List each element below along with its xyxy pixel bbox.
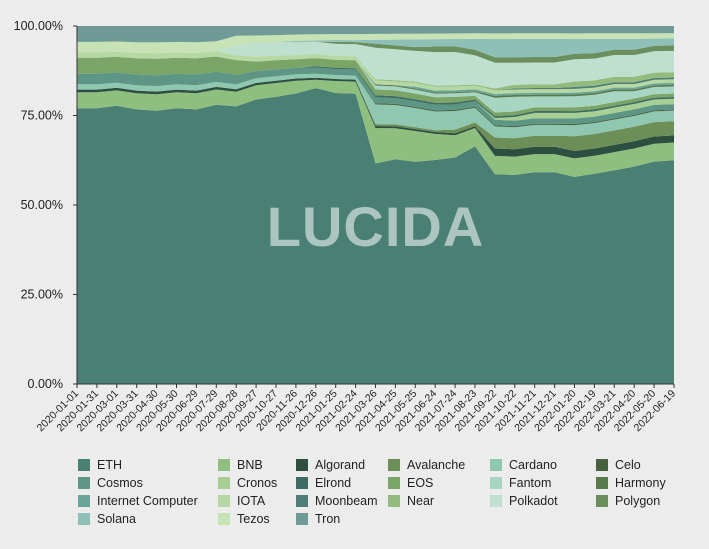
legend-label: Near: [407, 494, 435, 508]
legend-swatch: [78, 513, 90, 525]
legend-label: Harmony: [615, 476, 666, 490]
legend-label: Tezos: [237, 512, 270, 526]
area-series-bnb: [77, 79, 674, 177]
legend-label: Moonbeam: [315, 494, 378, 508]
legend-label: Elrond: [315, 476, 352, 490]
legend-label: Avalanche: [407, 458, 466, 472]
legend-item-fantom: Fantom: [490, 476, 551, 490]
y-tick-label: 100.00%: [14, 19, 63, 33]
legend-swatch: [296, 513, 308, 525]
legend-item-polkadot: Polkadot: [490, 494, 558, 508]
legend-label: BNB: [237, 458, 263, 472]
legend-label: Internet Computer: [97, 494, 198, 508]
legend-item-algorand: Algorand: [296, 458, 365, 472]
legend-swatch: [78, 459, 90, 471]
legend-label: Fantom: [509, 476, 552, 490]
area-series-avalanche: [77, 77, 674, 151]
legend-item-bnb: BNB: [218, 458, 263, 472]
legend-label: Tron: [315, 512, 341, 526]
legend-swatch: [218, 513, 230, 525]
legend-swatch: [388, 477, 400, 489]
legend-item-internet-computer: Internet Computer: [78, 494, 198, 508]
legend-item-eth: ETH: [78, 458, 122, 472]
legend-item-tezos: Tezos: [218, 512, 270, 526]
legend-swatch: [388, 459, 400, 471]
legend-label: Cronos: [237, 476, 278, 490]
legend-label: Cosmos: [97, 476, 143, 490]
legend-label: Polkadot: [509, 494, 558, 508]
area-series-eos: [77, 56, 674, 117]
area-series-tron: [77, 26, 674, 43]
legend-swatch: [596, 477, 608, 489]
y-tick-labels: 0.00% 25.00% 50.00% 75.00% 100.00%: [14, 19, 77, 391]
legend-item-cosmos: Cosmos: [78, 476, 143, 490]
watermark-text: LUCIDA: [267, 195, 485, 258]
legend-item-near: Near: [388, 494, 434, 508]
legend-label: IOTA: [237, 494, 266, 508]
y-tick-label: 50.00%: [21, 198, 63, 212]
legend-item-celo: Celo: [596, 458, 641, 472]
x-tick-labels: 2020-01-012020-01-312020-03-012020-03-31…: [35, 384, 678, 434]
area-series-polygon: [77, 41, 674, 63]
legend-swatch: [490, 495, 502, 507]
area-series-fantom: [77, 56, 674, 113]
legend-swatch: [296, 477, 308, 489]
legend-swatch: [490, 459, 502, 471]
legend-swatch: [78, 495, 90, 507]
legend-swatch: [296, 459, 308, 471]
legend-item-cardano: Cardano: [490, 458, 557, 472]
legend-label: Algorand: [315, 458, 366, 472]
legend-swatch: [596, 495, 608, 507]
legend-swatch: [596, 459, 608, 471]
area-series-tezos: [77, 33, 674, 54]
y-tick-label: 75.00%: [21, 109, 63, 123]
legend-item-tron: Tron: [296, 512, 340, 526]
y-tick-label: 0.00%: [28, 377, 63, 391]
legend-item-harmony: Harmony: [596, 476, 666, 490]
area-series-solana: [77, 38, 674, 58]
legend-label: Polygon: [615, 494, 661, 508]
legend-label: Solana: [97, 512, 136, 526]
legend-swatch: [490, 477, 502, 489]
legend-label: EOS: [407, 476, 434, 490]
legend-swatch: [78, 477, 90, 489]
legend-swatch: [218, 495, 230, 507]
legend-label: Celo: [615, 458, 641, 472]
legend-item-iota: IOTA: [218, 494, 265, 508]
legend-item-cronos: Cronos: [218, 476, 277, 490]
legend-item-moonbeam: Moonbeam: [296, 494, 378, 508]
legend-swatch: [218, 459, 230, 471]
area-series-cosmos: [77, 67, 674, 127]
legend-swatch: [388, 495, 400, 507]
legend-item-solana: Solana: [78, 512, 136, 526]
area-series-iota: [77, 51, 674, 95]
area-series-eth: [77, 88, 674, 384]
legend-item-elrond: Elrond: [296, 476, 351, 490]
legend-item-eos: EOS: [388, 476, 433, 490]
legend-swatch: [296, 495, 308, 507]
area-layers: [77, 26, 674, 384]
legend-label: Cardano: [509, 458, 557, 472]
legend-label: ETH: [97, 458, 122, 472]
area-series-algorand: [77, 77, 674, 159]
legend-item-polygon: Polygon: [596, 494, 660, 508]
legend-item-avalanche: Avalanche: [388, 458, 465, 472]
area-series-cardano: [77, 73, 674, 139]
y-tick-label: 25.00%: [21, 288, 63, 302]
area-series-polkadot: [77, 41, 674, 89]
legend-swatch: [218, 477, 230, 489]
